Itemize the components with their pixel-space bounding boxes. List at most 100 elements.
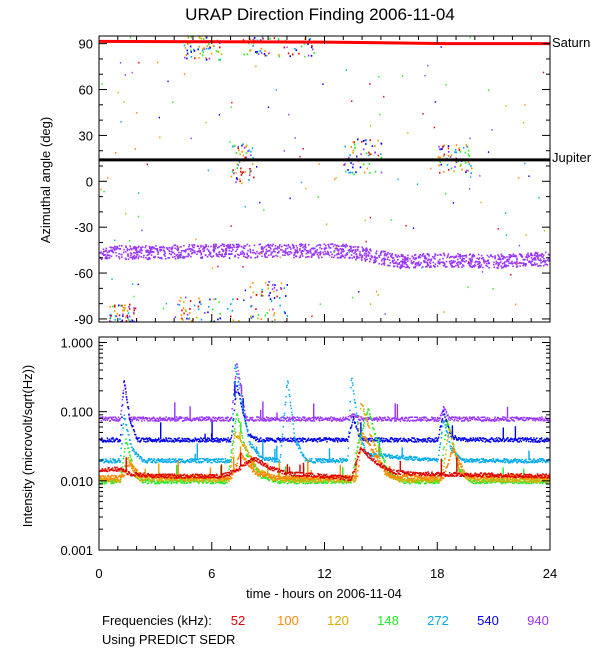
- intensity-point-272: [299, 446, 301, 448]
- intensity-point-940: [534, 417, 536, 420]
- azimuth-point-940: [321, 256, 323, 259]
- azimuth-point-940: [140, 246, 142, 249]
- azimuth-point-940: [516, 265, 519, 267]
- azimuth-point-940: [134, 248, 137, 251]
- azimuth-cluster-point: [184, 56, 186, 59]
- intensity-point-940: [214, 419, 216, 421]
- intensity-point-540: [106, 437, 109, 439]
- azimuth-point-940: [266, 250, 269, 252]
- azimuth-point-940: [110, 249, 112, 252]
- intensity-point-540: [299, 437, 302, 440]
- intensity-point-540: [312, 439, 314, 441]
- intensity-point-148: [146, 482, 149, 485]
- azimuth-point-940: [451, 262, 453, 264]
- azimuth-point-940: [473, 255, 476, 257]
- azimuth-point-940: [208, 254, 210, 256]
- azimuth-point-940: [411, 255, 413, 258]
- intensity-point-272: [352, 390, 355, 392]
- azimuth-point-940: [516, 260, 518, 262]
- azimuth-point-940: [402, 258, 405, 261]
- intensity-point-272: [165, 458, 167, 461]
- intensity-point-272: [416, 456, 418, 458]
- azimuth-tick-label: 60: [79, 83, 93, 98]
- intensity-point-940: [116, 418, 118, 420]
- intensity-point-540: [178, 440, 181, 442]
- intensity-point-272: [206, 460, 208, 462]
- intensity-point-540: [381, 441, 384, 443]
- intensity-point-272: [512, 461, 514, 463]
- azimuth-point-940: [271, 256, 274, 258]
- intensity-point-272: [460, 457, 462, 460]
- intensity-point-540: [118, 440, 120, 443]
- azimuth-cluster-point: [197, 308, 200, 311]
- intensity-point-540: [282, 437, 284, 440]
- azimuth-point-940: [478, 258, 480, 260]
- azimuth-cluster-point: [466, 169, 468, 172]
- intensity-point-940: [496, 419, 498, 421]
- intensity-point-272: [166, 461, 168, 464]
- intensity-point-540: [320, 439, 322, 441]
- intensity-point-272: [214, 458, 217, 460]
- azimuth-point-940: [125, 258, 127, 261]
- azimuth-point-940: [282, 254, 284, 256]
- azimuth-cluster-point: [286, 284, 288, 286]
- intensity-point-540: [347, 440, 349, 443]
- intensity-point-540: [173, 441, 175, 443]
- intensity-point-272: [254, 449, 257, 451]
- intensity-point-540: [500, 439, 502, 441]
- intensity-point-272: [258, 455, 260, 457]
- azimuth-point-940: [405, 266, 407, 269]
- azimuth-sparse-point: [131, 71, 133, 74]
- azimuth-point-940: [200, 252, 202, 255]
- intensity-point-940: [405, 417, 408, 419]
- intensity-point-540: [431, 438, 433, 440]
- intensity-point-272: [119, 460, 122, 462]
- intensity-point-940: [449, 419, 451, 421]
- azimuth-sparse-point: [405, 224, 407, 227]
- intensity-point-940: [226, 419, 228, 422]
- azimuth-point-940: [216, 255, 218, 257]
- azimuth-point-940: [163, 249, 165, 251]
- azimuth-point-940: [221, 253, 223, 256]
- azimuth-point-940: [134, 252, 137, 254]
- azimuth-point-940: [118, 244, 121, 247]
- intensity-point-940: [430, 419, 432, 421]
- azimuth-point-940: [360, 258, 363, 260]
- intensity-point-272: [482, 458, 484, 460]
- azimuth-point-940: [285, 244, 287, 247]
- intensity-point-272: [219, 460, 221, 463]
- intensity-point-540: [165, 437, 167, 439]
- azimuth-cluster-point: [241, 182, 243, 185]
- intensity-point-540: [379, 440, 382, 442]
- intensity-point-272: [242, 410, 245, 412]
- intensity-point-540: [498, 437, 500, 439]
- azimuth-cluster-point: [252, 315, 254, 318]
- intensity-point-540: [349, 427, 352, 430]
- intensity-point-272: [354, 402, 357, 404]
- intensity-point-272: [238, 387, 241, 389]
- intensity-point-272: [383, 453, 385, 456]
- intensity-point-272: [297, 444, 300, 446]
- azimuth-point-940: [275, 254, 277, 257]
- azimuth-point-940: [137, 256, 140, 259]
- intensity-point-540: [434, 441, 436, 443]
- azimuth-cluster-point: [197, 48, 199, 51]
- intensity-point-148: [147, 480, 149, 482]
- azimuth-point-940: [401, 255, 403, 257]
- intensity-point-940: [232, 400, 234, 402]
- intensity-point-540: [121, 416, 123, 418]
- azimuth-cluster-point: [178, 303, 181, 306]
- azimuth-point-940: [140, 248, 142, 250]
- azimuth-cluster-point: [443, 144, 446, 147]
- azimuth-cluster-point: [219, 312, 221, 315]
- azimuth-point-940: [116, 246, 118, 248]
- azimuth-cluster-point: [362, 140, 365, 142]
- intensity-point-272: [209, 458, 211, 461]
- intensity-point-272: [257, 454, 259, 456]
- azimuth-point-940: [513, 261, 516, 264]
- intensity-point-540: [264, 440, 266, 443]
- intensity-point-540: [246, 425, 248, 428]
- azimuth-point-940: [132, 247, 134, 250]
- intensity-point-272: [515, 459, 517, 461]
- azimuth-point-940: [209, 252, 212, 254]
